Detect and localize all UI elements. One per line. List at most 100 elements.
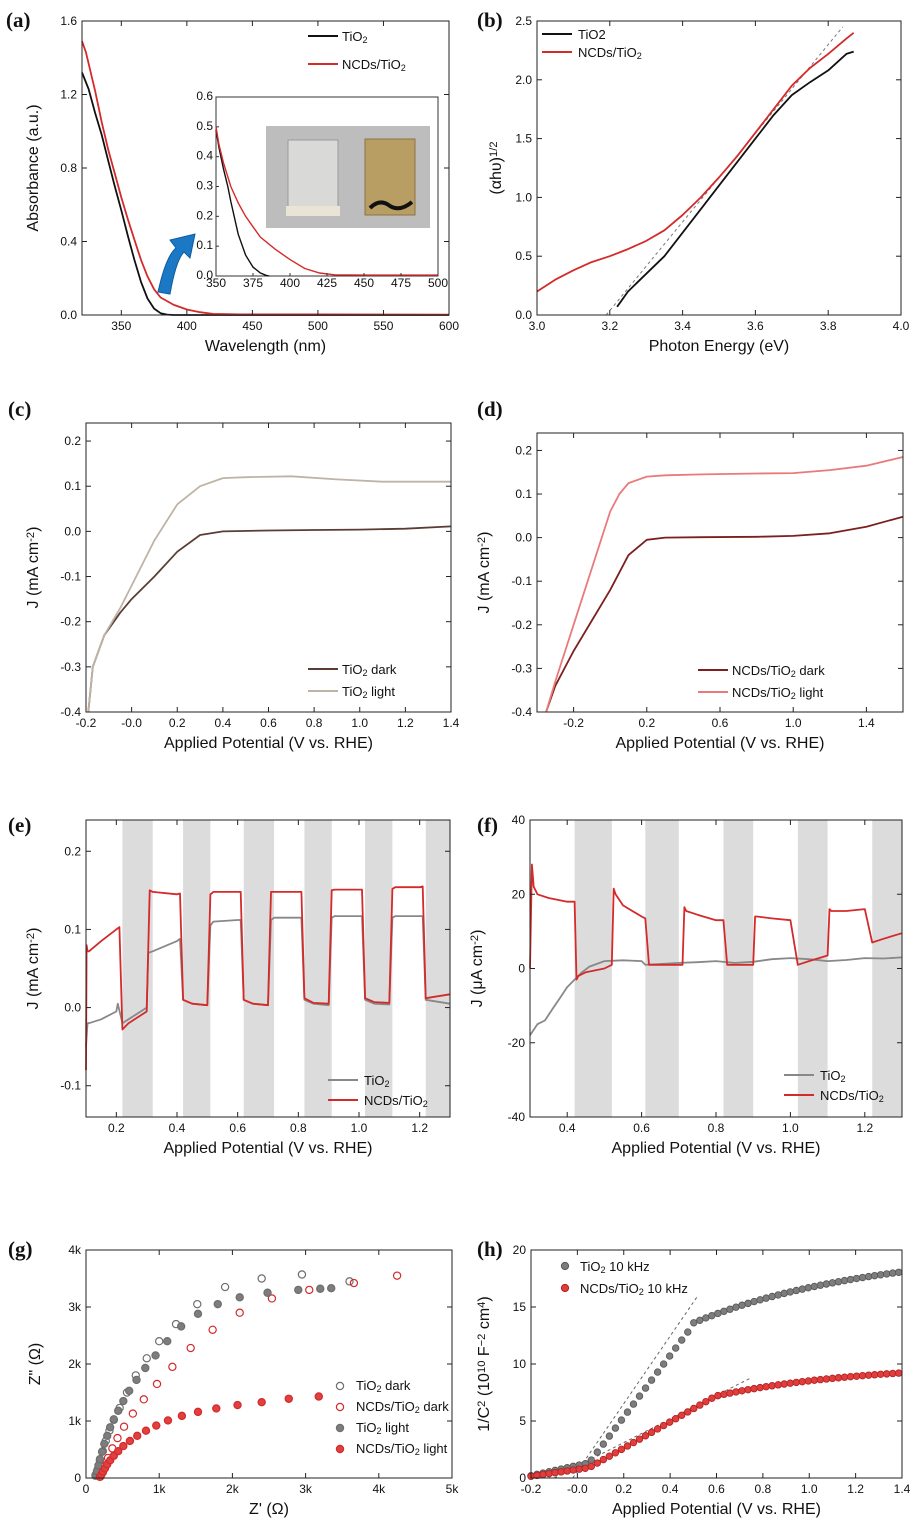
data-point [715, 1392, 722, 1399]
y-axis-label: 1/C2 (1010 F−2 cm4) [476, 1296, 493, 1432]
data-point [178, 1412, 185, 1419]
data-point [877, 1371, 884, 1378]
panel-c: -0.2 -0.0 0.2 0.4 0.6 0.8 1.0 1.2 1.4 -0.4 -0.3 -0.… [8, 397, 460, 752]
x-tick-label: 0.4 [662, 1482, 679, 1496]
x-tick-label: 0.8 [306, 716, 323, 730]
arrow-icon [158, 234, 195, 294]
x-tick-label: 0.4 [215, 716, 232, 730]
data-point [594, 1460, 601, 1467]
shaded-band [426, 820, 450, 1117]
x-axis-label: Wavelength (nm) [205, 338, 326, 355]
data-point [781, 1290, 788, 1297]
data-point [690, 1319, 697, 1326]
y-tick-label: -0.3 [60, 660, 81, 674]
series-line [617, 52, 854, 307]
data-point [799, 1378, 806, 1385]
data-point [194, 1408, 201, 1415]
data-point [306, 1286, 313, 1293]
data-point [99, 1448, 106, 1455]
data-point [213, 1405, 220, 1412]
data-point [763, 1295, 770, 1302]
legend-label: NCDs/TiO2 [364, 1093, 428, 1109]
data-point [612, 1449, 619, 1456]
data-point [630, 1401, 637, 1408]
panel-label: (c) [8, 397, 31, 421]
x-tick-label: 0.4 [169, 1121, 186, 1135]
data-point [107, 1424, 114, 1431]
panel-g: 0 1k 2k 3k 4k 5k01k2k3k4k(g)Z' (Ω)Z" (Ω)TiO2 … [8, 1237, 459, 1518]
y-tick-label: 0.2 [64, 434, 81, 448]
data-point [727, 1306, 734, 1313]
data-point [757, 1297, 764, 1304]
x-tick-label: 1.2 [397, 716, 414, 730]
legend-label: NCDs/TiO2 [820, 1088, 884, 1104]
data-point [328, 1285, 335, 1292]
x-tick-label: 3.6 [747, 319, 764, 333]
data-point [236, 1309, 243, 1316]
data-point [684, 1409, 691, 1416]
y-tick-label: -0.1 [60, 1079, 81, 1093]
data-point [793, 1287, 800, 1294]
y-tick-label: 0.0 [64, 1001, 81, 1015]
y-tick-label: 2.5 [515, 14, 532, 28]
data-point [618, 1446, 625, 1453]
inset-y-tick-label: 0.4 [196, 149, 213, 163]
shaded-band [645, 820, 678, 1117]
x-tick-label: 0.2 [638, 716, 655, 730]
data-point [126, 1437, 133, 1444]
y-tick-label: 0.1 [64, 922, 81, 936]
y-tick-label: -0.2 [511, 618, 532, 632]
inset-x-tick-label: 500 [428, 276, 448, 290]
y-tick-label: -20 [508, 1036, 526, 1050]
y-axis-label: (αhυ)1/2 [488, 141, 505, 194]
panel-b: 3.0 3.2 3.4 3.6 3.8 4.0 0.0 0.5 1.0 1.5 2.0 2.5 (b) P… [477, 8, 910, 355]
legend-label: TiO2 dark [342, 662, 397, 678]
data-point [745, 1300, 752, 1307]
fit-line [573, 1296, 698, 1478]
panel-e: 0.2 0.4 0.6 0.8 1.0 1.2-0.10.00.10.2(e)Applie… [8, 813, 450, 1157]
data-point [295, 1286, 302, 1293]
data-point [739, 1302, 746, 1309]
y-tick-label: -0.4 [60, 705, 81, 719]
data-point [636, 1436, 643, 1443]
y-tick-label: 40 [512, 813, 526, 827]
panel-d: -0.2 0.2 0.6 1.0 1.4-0.4-0.3-0.2-0.10.00.10.… [476, 397, 903, 752]
data-point [104, 1432, 111, 1439]
x-tick-label: 1.4 [858, 716, 875, 730]
data-point [690, 1405, 697, 1412]
data-point [648, 1429, 655, 1436]
panel-label: (f) [477, 813, 498, 837]
legend-label: NCDs/TiO2 light [356, 1441, 448, 1457]
data-point [153, 1380, 160, 1387]
data-point [697, 1402, 704, 1409]
shaded-band [723, 820, 753, 1117]
x-axis-label: Applied Potential (V vs. RHE) [164, 1140, 373, 1157]
x-tick-label: 350 [111, 319, 131, 333]
legend-marker [336, 1445, 343, 1452]
legend-marker [561, 1284, 568, 1291]
data-point [769, 1382, 776, 1389]
data-point [811, 1283, 818, 1290]
x-tick-label: 0.8 [290, 1121, 307, 1135]
data-point [588, 1463, 595, 1470]
x-tick-label: 3.8 [820, 319, 837, 333]
data-point [142, 1364, 149, 1371]
data-point [612, 1425, 619, 1432]
x-tick-label: 1.2 [847, 1482, 864, 1496]
inset-x-tick-label: 375 [243, 276, 263, 290]
data-point [871, 1371, 878, 1378]
data-point [889, 1370, 896, 1377]
data-point [829, 1375, 836, 1382]
x-tick-label: 0.2 [615, 1482, 632, 1496]
x-axis-label: Applied Potential (V vs. RHE) [612, 1140, 821, 1157]
legend-label: TiO2 10 kHz [580, 1259, 650, 1275]
data-point [817, 1376, 824, 1383]
data-point [678, 1337, 685, 1344]
y-tick-label: -40 [508, 1110, 526, 1124]
y-tick-label: 10 [513, 1357, 527, 1371]
y-tick-label: 2k [68, 1357, 82, 1371]
data-point [552, 1469, 559, 1476]
legend-label: TiO2 light [356, 1420, 409, 1436]
data-point [114, 1435, 121, 1442]
data-point [829, 1280, 836, 1287]
